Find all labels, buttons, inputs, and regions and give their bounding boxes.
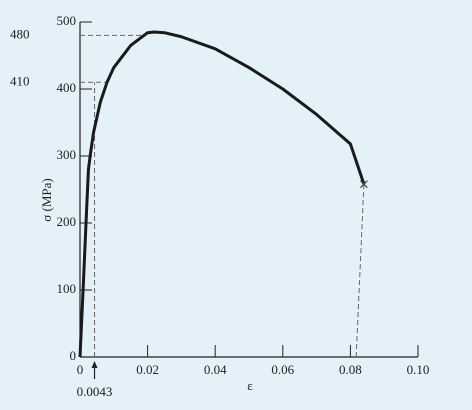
x-tick-label: 0.02 xyxy=(136,362,159,377)
y-tick-label: 300 xyxy=(57,147,77,162)
x-tick-label: 0.06 xyxy=(271,362,294,377)
reference-label: 410 xyxy=(10,73,30,88)
annotation-label: 0.0043 xyxy=(77,384,113,399)
x-tick-label: 0.10 xyxy=(407,362,430,377)
y-tick-label: 500 xyxy=(57,13,77,28)
reference-label: 480 xyxy=(10,26,30,41)
fracture-marker xyxy=(359,180,368,189)
x-tick-label: 0 xyxy=(77,362,84,377)
x-tick-label: 0.04 xyxy=(204,362,227,377)
y-tick-label: 400 xyxy=(57,80,77,95)
y-tick-label: 0 xyxy=(70,348,77,363)
stress-strain-curve xyxy=(78,30,366,358)
unload-line xyxy=(355,184,365,358)
y-tick-label: 200 xyxy=(57,214,77,229)
arrow-head xyxy=(91,361,98,368)
x-tick-label: 0.08 xyxy=(339,362,362,377)
x-axis-label: ε xyxy=(247,378,253,393)
y-tick-label: 100 xyxy=(57,281,77,296)
y-axis-label: σ (MPa) xyxy=(39,178,54,221)
